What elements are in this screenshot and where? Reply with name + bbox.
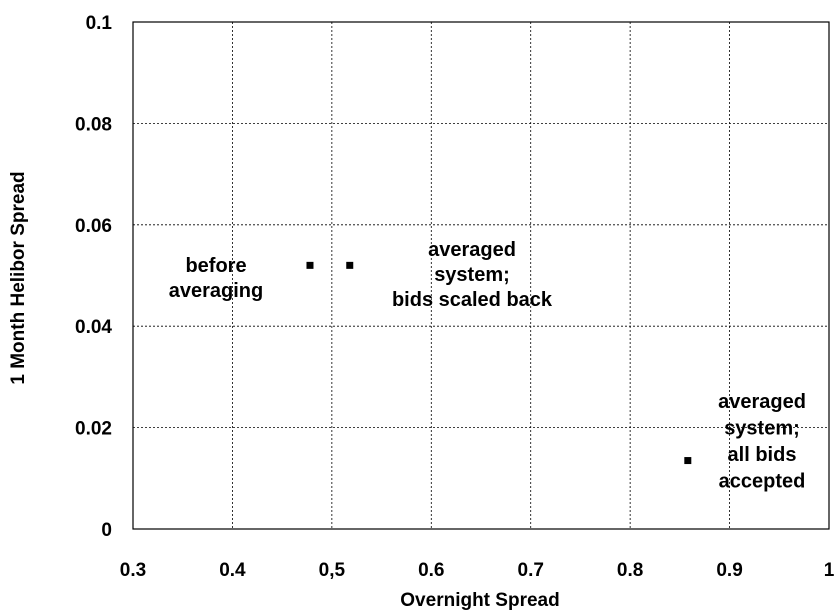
annotation-line: system; (724, 418, 800, 440)
y-tick-label: 0.04 (75, 317, 112, 338)
annotation-label: before averaging (169, 255, 263, 302)
y-tick-label: 0 (101, 520, 112, 541)
grid-lines (133, 22, 829, 529)
data-point (346, 261, 354, 269)
data-point (306, 261, 314, 269)
x-tick-label: 0.9 (716, 560, 742, 581)
annotation-line: bids scaled back (392, 289, 553, 311)
annotations: before averaging averaged system; bids scale… (169, 239, 806, 493)
annotation-label: averaged system; all bids accepted (718, 391, 806, 493)
annotation-line: all bids (728, 444, 797, 466)
annotation-line: before (185, 255, 246, 277)
x-tick-label: 0.7 (518, 560, 544, 581)
annotation-line: averaged (718, 391, 806, 413)
plot-area-frame (132, 21, 830, 530)
annotation-line: accepted (719, 471, 806, 493)
x-tick-label: 0.3 (120, 560, 146, 581)
data-points (306, 261, 692, 465)
x-axis-title: Overnight Spread (400, 590, 559, 611)
y-tick-label: 0.02 (75, 419, 112, 440)
x-tick-label: 0.6 (418, 560, 444, 581)
annotation-label: averaged system; bids scaled back (392, 239, 553, 311)
y-axis-ticks: 0 0.02 0.04 0.06 0.08 0.1 (75, 13, 112, 541)
x-tick-label: 0,5 (319, 560, 346, 581)
y-tick-label: 0.1 (86, 13, 113, 34)
y-tick-label: 0.08 (75, 114, 112, 135)
y-tick-label: 0.06 (75, 216, 112, 237)
data-point (684, 457, 692, 465)
x-tick-label: 0.4 (219, 560, 246, 581)
x-axis-ticks: 0.3 0.4 0,5 0.6 0.7 0.8 0.9 1 (120, 560, 834, 581)
annotation-line: system; (434, 264, 510, 286)
x-tick-label: 0.8 (617, 560, 643, 581)
y-axis-title: 1 Month Helibor Spread (8, 171, 29, 384)
x-tick-label: 1 (824, 560, 834, 581)
annotation-line: averaging (169, 280, 263, 302)
annotation-line: averaged (428, 239, 516, 261)
